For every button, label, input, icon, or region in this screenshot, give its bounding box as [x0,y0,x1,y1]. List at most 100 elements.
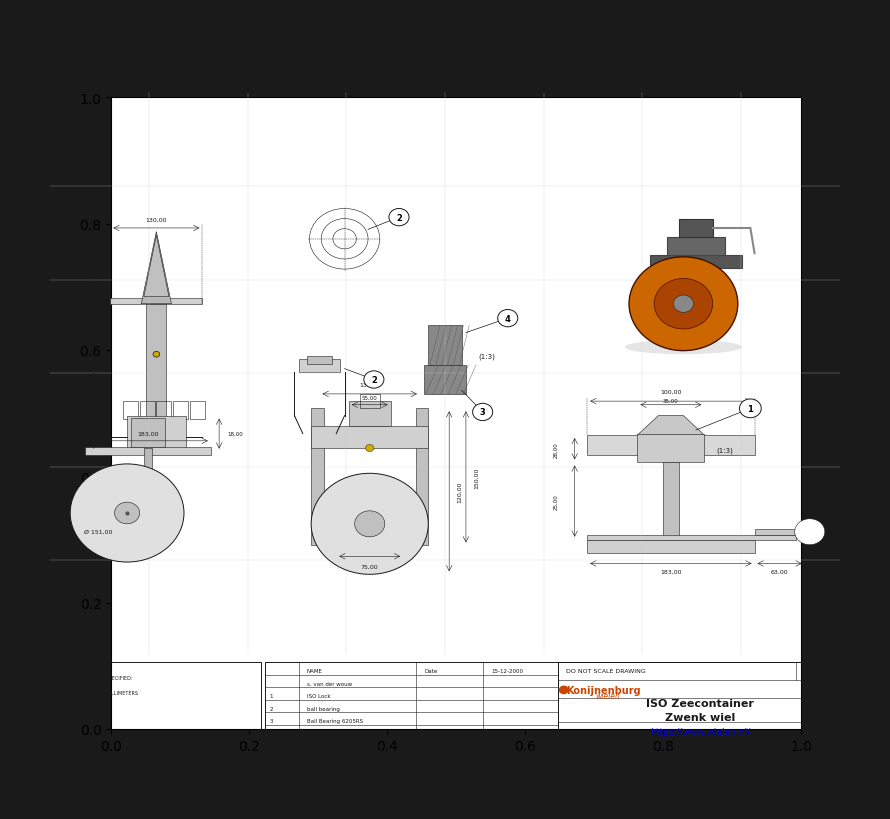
Text: TOLERANCES:: TOLERANCES: [54,720,88,725]
Text: 3: 3 [591,80,596,89]
Bar [349,401,391,427]
Text: 100,00: 100,00 [660,390,682,395]
Text: MATERIAL:: MATERIAL: [424,731,453,735]
Bar [587,540,755,553]
Text: 6: 6 [294,783,299,792]
Text: DWG NO.: DWG NO. [566,748,595,753]
Text: 135,00: 135,00 [359,382,380,387]
Bar [157,401,172,419]
Bar [587,436,755,455]
Circle shape [559,686,569,695]
Circle shape [629,257,738,351]
Bar [123,401,138,419]
Text: 7: 7 [194,783,199,792]
Bar [144,449,152,535]
Text: 4: 4 [492,783,498,792]
Text: 18,00: 18,00 [228,432,243,437]
Text: 2: 2 [691,80,696,89]
Text: 55,00: 55,00 [362,396,377,400]
Bar [312,409,324,545]
Text: 120,00: 120,00 [457,481,463,503]
Bar [307,357,332,364]
Text: 1: 1 [790,783,796,792]
Text: B: B [37,259,43,268]
Text: ANGULAR:: ANGULAR: [54,749,80,754]
Bar [360,395,380,409]
Text: E: E [844,604,849,613]
Text: 183,00: 183,00 [660,569,682,574]
Circle shape [654,279,713,329]
Bar [637,434,704,463]
Text: A: A [37,144,43,153]
Text: D: D [36,489,44,498]
Text: Ø 151,00: Ø 151,00 [84,529,112,534]
Text: 4: 4 [270,731,273,735]
Text: 8: 8 [94,783,100,792]
Text: ball bearing: ball bearing [307,706,340,711]
Text: 3: 3 [480,408,486,417]
Bar [679,219,713,238]
Circle shape [674,296,693,313]
Text: Max Dynamic 4km/h: Max Dynamic 4km/h [307,768,364,773]
Polygon shape [142,233,172,305]
Bar [696,269,703,319]
Text: 4: 4 [505,314,511,324]
Bar [110,299,202,305]
Text: polyurethane 95 shore A +/- 2: polyurethane 95 shore A +/- 2 [307,744,391,749]
Bar [755,529,805,535]
Text: WEIGHT  18 kg: WEIGHT 18 kg [424,768,465,773]
Text: ISO Lock: ISO Lock [307,693,330,699]
Text: 75,00: 75,00 [360,563,378,568]
Text: D: D [844,489,850,498]
Text: 15-12-2000: 15-12-2000 [491,668,523,673]
Text: Konijnenburg: Konijnenburg [566,685,641,695]
Text: F: F [844,719,849,728]
Text: s. van der wouw: s. van der wouw [307,681,352,686]
Bar [416,409,428,545]
Text: 2: 2 [371,376,376,384]
Text: 3: 3 [591,783,596,792]
Text: Date: Date [424,668,437,673]
Circle shape [115,503,140,524]
Text: wielen: wielen [595,691,620,700]
Text: 111826152L4: 111826152L4 [634,753,749,769]
Text: 130,00: 130,00 [146,218,167,223]
Bar [424,365,466,395]
Text: Ball Bearing 6205RS: Ball Bearing 6205RS [307,718,363,723]
Text: 2: 2 [270,706,273,711]
Text: SCALE1:8: SCALE1:8 [566,773,593,778]
Text: DO NOT SCALE DRAWING: DO NOT SCALE DRAWING [566,668,646,673]
Bar [140,401,155,419]
Text: 1: 1 [748,405,753,414]
Text: 6: 6 [294,80,299,89]
Circle shape [354,511,384,537]
Text: 4: 4 [492,80,498,89]
Bar [312,427,428,449]
Text: C: C [37,374,43,383]
Circle shape [740,400,761,419]
Text: SURFACE FINISH:: SURFACE FINISH: [54,704,96,709]
Text: 7: 7 [194,80,199,89]
Bar [587,536,797,540]
Circle shape [473,404,493,421]
Bar [558,663,843,781]
Bar [675,269,682,319]
Text: 63,00: 63,00 [771,569,789,574]
Bar [85,447,211,455]
Text: DIMENSIONS ARE IN MILLIMETERS: DIMENSIONS ARE IN MILLIMETERS [54,690,138,695]
Text: 5: 5 [392,80,398,89]
Bar [667,238,725,256]
Circle shape [366,445,374,452]
Circle shape [364,371,384,389]
Text: ISO Zeecontainer
Zwenk wiel: ISO Zeecontainer Zwenk wiel [646,698,754,722]
Text: A3: A3 [828,756,840,767]
Circle shape [389,209,409,227]
Bar [173,401,188,419]
Circle shape [70,464,184,563]
Bar [50,663,261,781]
Text: SHEET 1 OF 1: SHEET 1 OF 1 [692,773,729,778]
Text: 1: 1 [790,80,796,89]
Circle shape [312,473,428,575]
Text: 240,00: 240,00 [75,333,79,355]
Text: 35,00: 35,00 [663,398,679,403]
